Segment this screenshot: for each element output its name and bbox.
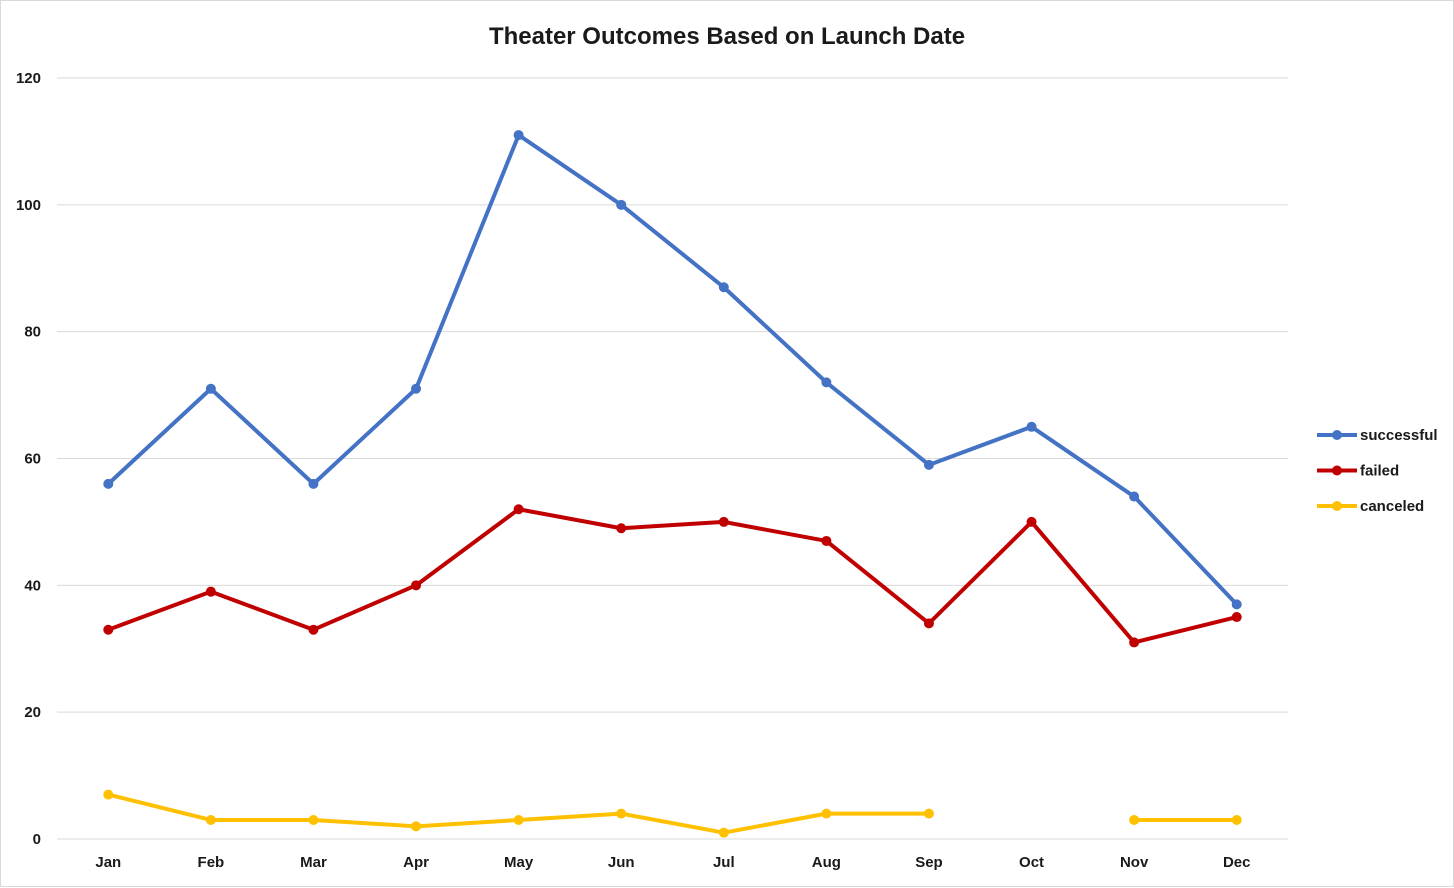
data-point-successful-aug <box>821 377 832 388</box>
y-axis-ticks: 0 20 40 60 80 100 120 <box>16 70 41 848</box>
x-tick-label: Mar <box>300 854 327 871</box>
series-line-failed <box>106 507 1239 645</box>
x-tick-label: Dec <box>1223 854 1251 871</box>
data-point-canceled-apr <box>411 821 422 832</box>
data-point-failed-jul <box>718 516 729 527</box>
data-point-failed-feb <box>205 586 216 597</box>
data-point-canceled-jul <box>718 827 729 838</box>
legend-item-canceled: canceled <box>1317 498 1424 515</box>
x-tick-label: Jun <box>608 854 635 871</box>
legend-marker-successful <box>1332 430 1342 440</box>
legend: successful failed canceled <box>1317 427 1438 515</box>
series-canceled <box>103 789 1242 838</box>
y-tick-label: 80 <box>24 324 41 341</box>
data-point-successful-jan <box>103 478 114 489</box>
x-tick-label: Nov <box>1120 854 1149 871</box>
data-point-failed-may <box>513 504 524 515</box>
series-successful <box>103 130 1242 610</box>
data-point-successful-may <box>513 130 524 141</box>
legend-label-successful: successful <box>1360 427 1438 444</box>
gridlines <box>57 77 1288 840</box>
data-point-successful-feb <box>205 383 216 394</box>
y-tick-label: 20 <box>24 704 41 721</box>
data-point-canceled-dec <box>1231 814 1242 825</box>
data-point-failed-dec <box>1231 612 1242 623</box>
legend-item-successful: successful <box>1317 427 1438 444</box>
data-point-failed-nov <box>1129 637 1140 648</box>
data-point-successful-apr <box>411 383 422 394</box>
x-axis-ticks: Jan Feb Mar Apr May Jun Jul Aug Sep Oct Nov Dec <box>95 854 1250 871</box>
legend-item-failed: failed <box>1317 463 1399 480</box>
x-tick-label: Feb <box>198 854 225 871</box>
data-point-failed-sep <box>923 618 934 629</box>
chart-title: Theater Outcomes Based on Launch Date <box>489 23 965 50</box>
data-point-canceled-aug <box>821 808 832 819</box>
data-point-failed-mar <box>308 624 319 635</box>
series-line-successful <box>106 133 1239 607</box>
x-tick-label: Oct <box>1019 854 1044 871</box>
x-tick-label: Sep <box>915 854 943 871</box>
series-failed <box>103 504 1242 648</box>
data-point-canceled-jun <box>616 808 627 819</box>
y-tick-label: 40 <box>24 577 41 594</box>
data-point-successful-jul <box>718 282 729 293</box>
data-point-failed-aug <box>821 535 832 546</box>
series-layer <box>103 130 1242 838</box>
data-point-successful-oct <box>1026 421 1037 432</box>
legend-marker-failed <box>1332 465 1342 476</box>
data-point-canceled-jan <box>103 789 114 800</box>
y-tick-label: 120 <box>16 70 41 87</box>
x-tick-label: Aug <box>812 854 841 871</box>
x-tick-label: Jan <box>95 854 121 871</box>
data-point-failed-jan <box>103 624 114 635</box>
data-point-failed-oct <box>1026 516 1037 527</box>
y-tick-label: 0 <box>33 831 41 848</box>
y-tick-label: 100 <box>16 197 41 214</box>
y-tick-label: 60 <box>24 451 41 468</box>
legend-label-failed: failed <box>1360 463 1399 480</box>
series-line-canceled <box>106 792 931 835</box>
data-point-canceled-feb <box>205 814 216 825</box>
legend-marker-canceled <box>1332 501 1342 511</box>
data-point-canceled-may <box>513 814 524 825</box>
data-point-failed-apr <box>411 580 422 591</box>
data-point-successful-nov <box>1129 491 1140 502</box>
data-point-successful-dec <box>1231 599 1242 610</box>
data-point-successful-mar <box>308 478 319 489</box>
x-tick-label: Apr <box>403 854 429 871</box>
data-point-successful-sep <box>923 459 934 470</box>
data-point-failed-jun <box>616 523 627 534</box>
data-point-canceled-mar <box>308 814 319 825</box>
data-point-successful-jun <box>616 199 627 210</box>
data-point-canceled-nov <box>1129 814 1140 825</box>
legend-label-canceled: canceled <box>1360 498 1424 515</box>
x-tick-label: May <box>504 854 534 871</box>
x-tick-label: Jul <box>713 854 735 871</box>
data-point-canceled-sep <box>923 808 934 819</box>
